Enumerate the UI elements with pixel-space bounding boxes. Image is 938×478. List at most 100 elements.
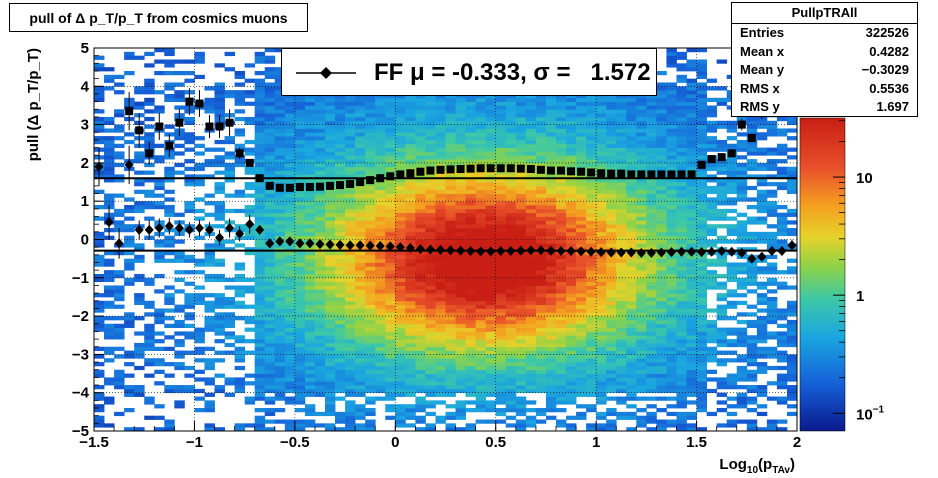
heatmap-cell xyxy=(415,289,426,294)
heatmap-cell xyxy=(586,296,597,302)
heatmap-cell xyxy=(616,155,627,160)
heatmap-cell xyxy=(335,411,346,417)
heatmap-cell xyxy=(415,128,426,133)
heatmap-cell xyxy=(696,224,708,229)
heatmap-cell xyxy=(676,147,687,152)
heatmap-cell xyxy=(375,273,386,279)
heatmap-cell xyxy=(656,224,667,229)
heatmap-cell xyxy=(616,231,627,237)
heatmap-cell xyxy=(365,189,376,194)
heatmap-cell xyxy=(606,151,617,156)
heatmap-cell xyxy=(314,147,326,152)
heatmap-cell xyxy=(505,159,517,164)
heatmap-cell xyxy=(134,354,145,359)
heatmap-cell xyxy=(234,143,246,148)
heatmap-cell xyxy=(626,342,637,348)
heatmap-cell xyxy=(495,392,507,397)
heatmap-cell xyxy=(566,120,577,125)
heatmap-cell xyxy=(656,113,667,118)
heatmap-cell xyxy=(596,304,607,309)
heatmap-cell xyxy=(314,128,326,133)
heatmap-cell xyxy=(355,162,366,168)
heatmap-cell xyxy=(485,381,497,386)
heatmap-cell xyxy=(164,323,175,328)
heatmap-cell xyxy=(596,162,607,168)
heatmap-cell xyxy=(686,415,697,420)
heatmap-cell xyxy=(395,159,406,164)
heatmap-cell xyxy=(566,124,577,129)
heatmap-cell xyxy=(495,373,507,378)
heatmap-cell xyxy=(385,285,396,290)
heatmap-cell xyxy=(355,170,366,175)
heatmap-cell xyxy=(656,70,667,76)
heatmap-cell xyxy=(314,124,326,129)
heatmap-cell xyxy=(646,228,657,233)
heatmap-cell xyxy=(345,101,356,106)
heatmap-cell xyxy=(535,185,547,191)
heatmap-cell xyxy=(646,243,657,248)
heatmap-cell xyxy=(566,300,577,306)
heatmap-cell xyxy=(294,323,306,328)
heatmap-cell xyxy=(264,231,276,237)
heatmap-cell xyxy=(586,304,597,309)
heatmap-cell xyxy=(465,109,477,114)
heatmap-cell xyxy=(576,178,587,183)
heatmap-cell xyxy=(555,362,567,367)
heatmap-cell xyxy=(465,228,477,233)
heatmap-cell xyxy=(274,178,286,183)
heatmap-cell xyxy=(164,205,175,210)
heatmap-cell xyxy=(686,147,697,152)
heatmap-cell xyxy=(304,354,316,359)
heatmap-cell xyxy=(485,155,497,160)
heatmap-cell xyxy=(425,201,436,206)
heatmap-cell xyxy=(385,136,396,141)
heatmap-cell xyxy=(535,365,547,371)
heatmap-cell xyxy=(606,162,617,168)
heatmap-cell xyxy=(646,266,657,271)
heatmap-cell xyxy=(365,124,376,129)
heatmap-cell xyxy=(636,235,647,240)
heatmap-cell xyxy=(284,289,296,294)
heatmap-cell xyxy=(355,97,366,103)
heatmap-cell xyxy=(294,162,306,168)
heatmap-cell xyxy=(375,197,386,202)
heatmap-cell xyxy=(586,312,597,317)
heatmap-cell xyxy=(415,208,426,214)
heatmap-cell xyxy=(365,270,376,275)
heatmap-cell xyxy=(304,273,316,279)
heatmap-cell xyxy=(455,120,466,125)
heatmap-cell xyxy=(545,296,557,302)
heatmap-cell xyxy=(254,105,266,110)
heatmap-cell xyxy=(646,162,657,168)
heatmap-cell xyxy=(505,392,517,397)
heatmap-cell xyxy=(254,136,266,141)
heatmap-cell xyxy=(706,331,718,336)
heatmap-cell xyxy=(304,277,316,283)
heatmap-cell xyxy=(204,243,215,248)
heatmap-cell xyxy=(335,120,346,125)
heatmap-cell xyxy=(686,120,697,125)
heatmap-cell xyxy=(375,101,386,106)
heatmap-cell xyxy=(274,105,286,110)
heatmap-cell xyxy=(385,105,396,110)
heatmap-cell xyxy=(666,381,677,386)
heatmap-cell xyxy=(586,132,597,137)
heatmap-cell xyxy=(566,369,577,374)
heatmap-cell xyxy=(495,400,507,405)
heatmap-cell xyxy=(395,101,406,106)
heatmap-cell xyxy=(696,377,708,382)
heatmap-cell xyxy=(545,335,557,340)
heatmap-cell xyxy=(555,293,567,298)
heatmap-cell xyxy=(576,101,587,106)
heatmap-cell xyxy=(726,182,738,187)
heatmap-cell xyxy=(555,392,567,397)
heatmap-cell xyxy=(134,151,145,156)
heatmap-cell xyxy=(686,293,697,298)
heatmap-cell xyxy=(475,327,487,332)
heatmap-cell xyxy=(365,293,376,298)
heatmap-cell xyxy=(314,97,326,103)
heatmap-cell xyxy=(355,220,366,225)
heatmap-cell xyxy=(706,308,718,313)
heatmap-cell xyxy=(385,331,396,336)
heatmap-cell xyxy=(124,385,135,390)
